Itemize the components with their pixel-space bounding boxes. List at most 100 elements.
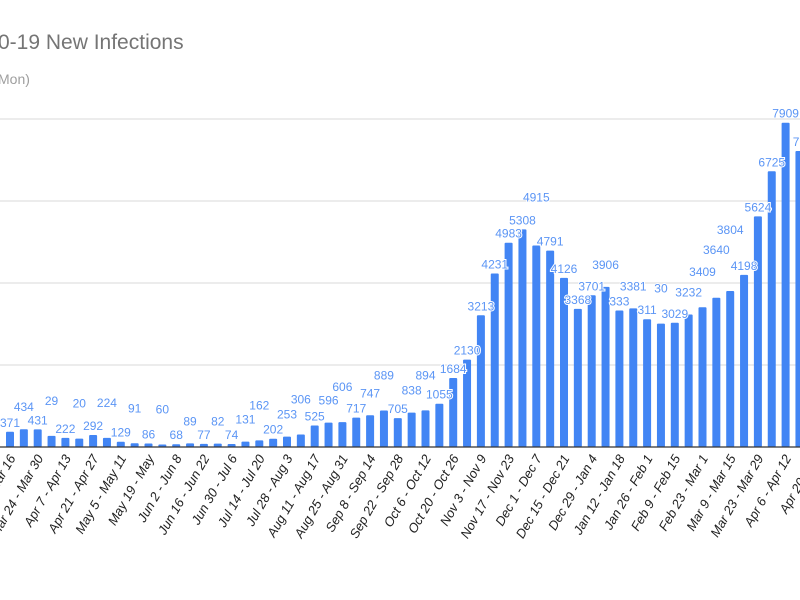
- data-label: 129: [111, 426, 131, 440]
- data-label: 292: [83, 419, 103, 433]
- data-label: 311: [638, 303, 657, 317]
- bar: [116, 441, 125, 447]
- data-label: 4983: [495, 227, 522, 241]
- data-label: 202: [263, 423, 283, 437]
- bar: [573, 308, 582, 447]
- bar: [310, 425, 319, 447]
- data-label: 4915: [523, 190, 550, 204]
- bar: [269, 438, 278, 447]
- bar: [712, 297, 721, 447]
- data-label: 30: [654, 282, 668, 296]
- data-label: 4231: [481, 258, 508, 272]
- data-label: 431: [28, 413, 48, 427]
- bar: [407, 412, 416, 447]
- data-label: 3906: [592, 258, 619, 272]
- bar: [795, 150, 800, 447]
- data-label: 162: [249, 398, 269, 412]
- data-label: 4198: [731, 259, 758, 273]
- data-label: 131: [235, 413, 255, 427]
- bar: [560, 277, 568, 447]
- bar: [338, 422, 347, 447]
- data-label: 3029: [661, 307, 688, 321]
- bar: [47, 435, 56, 447]
- bar: [172, 444, 181, 447]
- bar: [89, 435, 98, 447]
- data-label: 6725: [758, 155, 785, 169]
- bar: [629, 308, 638, 447]
- bar: [435, 403, 444, 447]
- bar: [449, 377, 458, 447]
- bar: [753, 216, 762, 447]
- bar: [643, 319, 652, 447]
- bar: [352, 417, 361, 447]
- bar: [144, 443, 153, 447]
- bar: [726, 291, 735, 447]
- chart-title: 0-19 New Infections: [0, 31, 184, 54]
- bar: [504, 242, 513, 447]
- data-label: 3232: [675, 285, 702, 299]
- data-label: 224: [97, 396, 117, 410]
- data-label: 889: [374, 369, 394, 383]
- data-label: 1055: [426, 388, 453, 402]
- bar: [130, 443, 139, 447]
- bar: [283, 436, 291, 447]
- data-label: 2130: [454, 344, 481, 358]
- bar: [102, 437, 111, 447]
- bar: [75, 438, 84, 447]
- bar: [324, 422, 333, 447]
- bar: [767, 171, 776, 447]
- bar: [379, 410, 388, 447]
- data-label: 89: [183, 414, 197, 428]
- data-label: 371: [0, 416, 20, 430]
- bar: [684, 314, 693, 447]
- bar: [698, 307, 707, 447]
- data-label: 525: [305, 409, 325, 423]
- bar: [255, 440, 264, 447]
- bar: [366, 415, 375, 447]
- bar: [781, 122, 790, 447]
- data-label: 5624: [745, 200, 772, 214]
- bar: [476, 315, 485, 447]
- data-label: 86: [142, 427, 156, 441]
- bar: [186, 443, 195, 447]
- data-label: 29: [45, 394, 59, 408]
- data-label: 3804: [717, 223, 744, 237]
- bar: [6, 431, 14, 447]
- bar: [393, 418, 402, 447]
- data-label: 72: [793, 135, 800, 149]
- data-label: 606: [332, 380, 352, 394]
- data-label: 717: [346, 402, 366, 416]
- data-label: 838: [402, 384, 422, 398]
- chart-subtitle: Mon): [0, 71, 30, 87]
- data-label: 4791: [537, 235, 564, 249]
- bar: [518, 229, 527, 447]
- bar: [587, 295, 596, 447]
- data-label: 434: [14, 400, 34, 414]
- data-label: 5308: [509, 213, 536, 227]
- bar: [490, 273, 499, 447]
- data-label: 222: [55, 422, 75, 436]
- bar: [33, 429, 42, 447]
- data-label: 306: [291, 392, 311, 406]
- bar: [227, 443, 236, 447]
- data-label: 3381: [620, 279, 647, 293]
- bar: [601, 286, 610, 447]
- data-label: 91: [128, 401, 142, 415]
- bar: [532, 245, 541, 447]
- data-label: 74: [225, 428, 239, 442]
- data-label: 333: [609, 294, 629, 308]
- data-label: 82: [211, 415, 225, 429]
- data-label: 4126: [551, 262, 578, 276]
- bar: [421, 410, 430, 447]
- bar: [615, 310, 624, 447]
- data-label: 77: [197, 428, 211, 442]
- bar: [670, 322, 679, 447]
- data-label: 1684: [440, 362, 467, 376]
- data-label: 3368: [564, 293, 591, 307]
- data-label: 3213: [468, 299, 495, 313]
- bar: [158, 444, 167, 447]
- data-label: 68: [170, 428, 184, 442]
- bar: [296, 434, 305, 447]
- data-label: 596: [319, 394, 339, 408]
